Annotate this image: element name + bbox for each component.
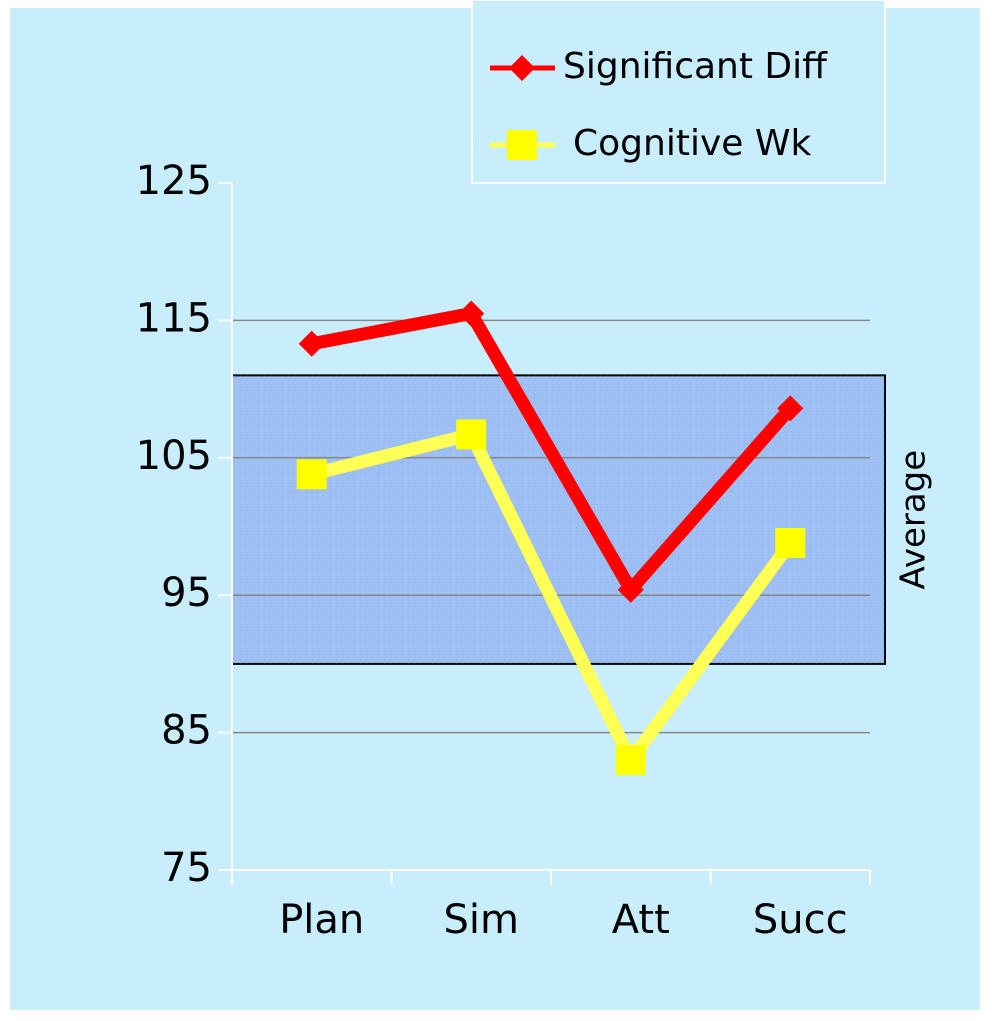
series-line	[310, 307, 796, 597]
point	[617, 576, 644, 603]
y-tick-label: 105	[136, 433, 212, 479]
legend-label: Significant Diff	[563, 46, 828, 87]
point	[615, 745, 646, 776]
y-tick-label: 85	[161, 708, 212, 754]
point	[296, 459, 327, 490]
legend-marker	[509, 55, 535, 81]
y-tick-label: 115	[136, 295, 212, 341]
x-tick-label: Plan	[279, 897, 364, 943]
legend-box	[471, 0, 886, 184]
point	[775, 527, 806, 558]
band-label: Average	[894, 450, 934, 590]
point	[777, 395, 804, 422]
point	[456, 419, 487, 450]
x-tick-label: Att	[612, 897, 670, 943]
point	[458, 300, 485, 327]
legend-marker	[507, 130, 537, 160]
y-tick-label: 75	[161, 845, 212, 891]
x-tick-label: Succ	[753, 897, 848, 943]
y-tick-label: 95	[161, 570, 212, 616]
point	[298, 330, 325, 357]
y-tick-label: 125	[136, 158, 212, 204]
series-line	[310, 427, 796, 767]
x-tick-label: Sim	[444, 897, 519, 943]
legend-label: Cognitive Wk	[573, 123, 811, 164]
